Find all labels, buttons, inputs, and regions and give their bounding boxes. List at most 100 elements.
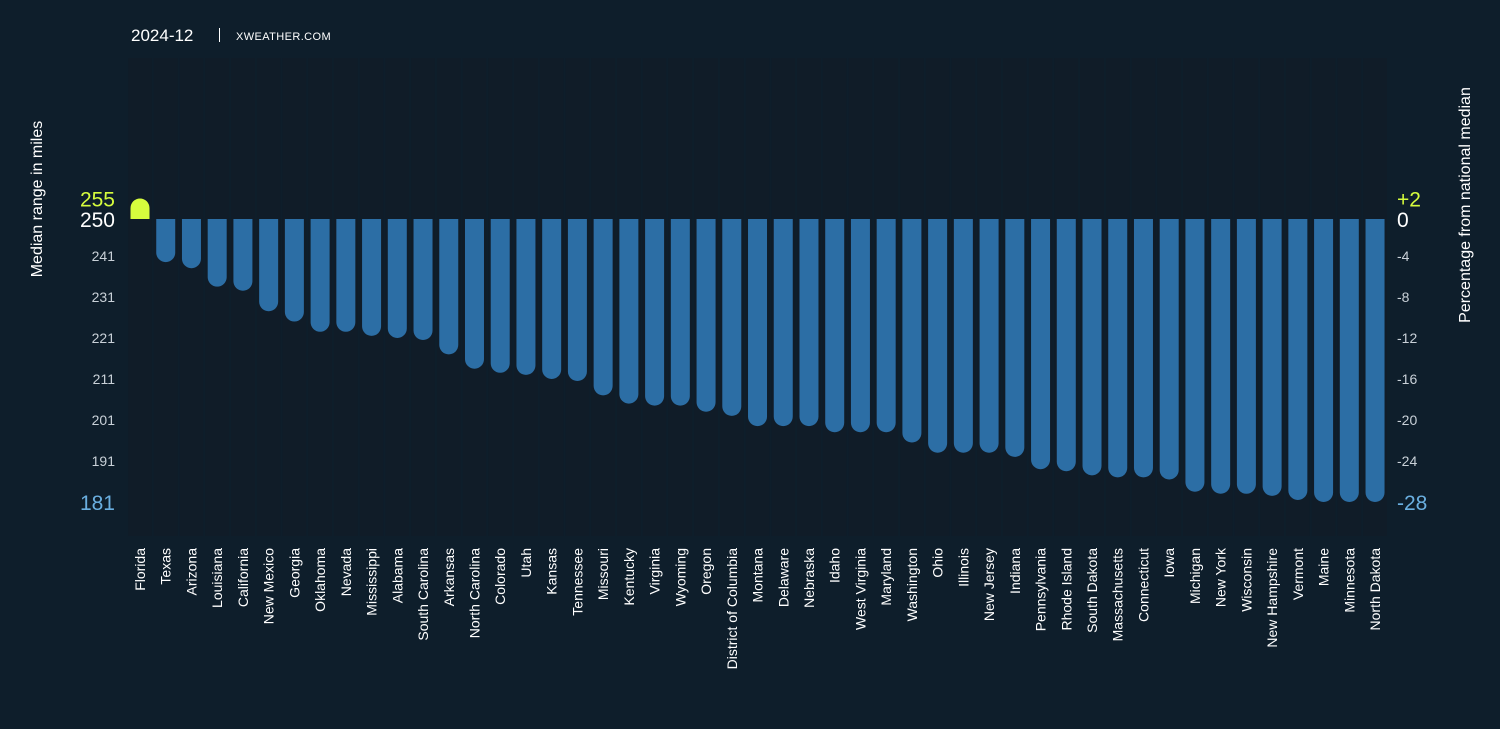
category-label: Oregon <box>698 548 714 595</box>
bar-pennsylvania <box>1031 219 1051 470</box>
bar-nebraska <box>799 219 819 427</box>
left-tick-label: 211 <box>93 371 116 387</box>
category-label: Illinois <box>955 548 971 587</box>
left-tick-label: 241 <box>92 248 116 264</box>
category-label: North Dakota <box>1367 548 1383 631</box>
category-label: Massachusetts <box>1110 548 1126 641</box>
right-tick-label: -12 <box>1397 330 1417 346</box>
column-band <box>179 58 204 536</box>
bar-oregon <box>696 219 716 412</box>
category-label: Indiana <box>1007 548 1023 594</box>
bar-nevada <box>336 219 356 332</box>
category-label: Vermont <box>1290 548 1306 600</box>
category-label: Louisiana <box>209 548 225 608</box>
right-tick-label: +2 <box>1397 188 1421 211</box>
bar-mississippi <box>362 219 382 336</box>
bar-ohio <box>928 219 948 453</box>
left-tick-label: 191 <box>92 453 116 469</box>
column-band <box>153 58 178 536</box>
category-label: Delaware <box>775 548 791 607</box>
bar-georgia <box>284 219 304 322</box>
bar-california <box>233 219 253 291</box>
bar-connecticut <box>1133 219 1153 478</box>
bar-south-dakota <box>1082 219 1102 476</box>
bar-arizona <box>181 219 201 269</box>
category-label: Georgia <box>286 548 302 598</box>
left-tick-label: 255 <box>80 188 115 211</box>
bar-washington <box>902 219 922 443</box>
category-label: Idaho <box>827 548 843 583</box>
left-tick-label: 250 <box>80 209 115 232</box>
category-label: Tennessee <box>569 548 585 616</box>
bar-tennessee <box>567 219 587 382</box>
category-label: Kentucky <box>621 548 637 606</box>
bar-vermont <box>1288 219 1308 500</box>
category-label: South Carolina <box>415 548 431 641</box>
bar-missouri <box>593 219 613 396</box>
right-tick-label: -20 <box>1397 412 1417 428</box>
bar-north-dakota <box>1365 219 1385 502</box>
left-tick-label: 201 <box>92 412 116 428</box>
bar-new-york <box>1211 219 1231 494</box>
category-label: Alabama <box>389 548 405 603</box>
bar-delaware <box>773 219 793 427</box>
bar-massachusetts <box>1108 219 1128 478</box>
bar-new-jersey <box>979 219 999 453</box>
left-tick-label: 221 <box>92 330 116 346</box>
bar-alabama <box>387 219 407 338</box>
bar-north-carolina <box>464 219 484 369</box>
category-label: Wyoming <box>672 548 688 606</box>
bar-utah <box>516 219 536 375</box>
bar-kentucky <box>619 219 639 404</box>
column-band <box>128 58 152 536</box>
bar-illinois <box>953 219 973 453</box>
category-label: North Carolina <box>466 548 482 638</box>
bar-louisiana <box>207 219 227 287</box>
right-tick-label: -4 <box>1397 248 1410 264</box>
left-tick-label: 181 <box>80 492 115 515</box>
bar-wyoming <box>670 219 690 406</box>
category-label: California <box>235 548 251 607</box>
bar-colorado <box>490 219 510 373</box>
bar-rhode-island <box>1056 219 1076 472</box>
bar-new-hampshire <box>1262 219 1282 496</box>
category-label: Michigan <box>1187 548 1203 604</box>
category-label: Iowa <box>1161 548 1177 578</box>
header-divider <box>219 28 220 42</box>
category-label: Maine <box>1316 548 1332 586</box>
bar-idaho <box>825 219 845 433</box>
category-label: New Hampshire <box>1264 548 1280 648</box>
bar-michigan <box>1185 219 1205 492</box>
category-label: Maryland <box>878 548 894 606</box>
bar-maine <box>1314 219 1334 502</box>
category-label: New Mexico <box>261 548 277 624</box>
bar-wisconsin <box>1236 219 1256 494</box>
bar-montana <box>748 219 768 427</box>
category-label: West Virginia <box>852 548 868 630</box>
category-label: Kansas <box>544 548 560 595</box>
category-label: New York <box>1213 547 1229 607</box>
bar-minnesota <box>1339 219 1359 502</box>
y-axis-title: Median range in miles <box>29 121 46 278</box>
category-label: Arizona <box>183 548 199 596</box>
category-label: Ohio <box>930 548 946 578</box>
report-date: 2024-12 <box>131 26 194 45</box>
bar-indiana <box>1005 219 1025 457</box>
right-tick-label: -28 <box>1397 492 1427 515</box>
bar-iowa <box>1159 219 1179 480</box>
category-label: Wisconsin <box>1238 548 1254 612</box>
bar-district-of-columbia <box>722 219 742 416</box>
category-label: Nebraska <box>801 548 817 608</box>
left-tick-label: 231 <box>92 289 116 305</box>
category-label: Minnesota <box>1341 548 1357 613</box>
column-band <box>205 58 230 536</box>
category-label: New Jersey <box>981 548 997 621</box>
category-label: Virginia <box>647 548 663 595</box>
bar-south-carolina <box>413 219 433 340</box>
bar-texas <box>156 219 176 263</box>
bar-arkansas <box>439 219 459 355</box>
category-label: Florida <box>132 548 148 591</box>
category-label: Texas <box>158 548 174 585</box>
